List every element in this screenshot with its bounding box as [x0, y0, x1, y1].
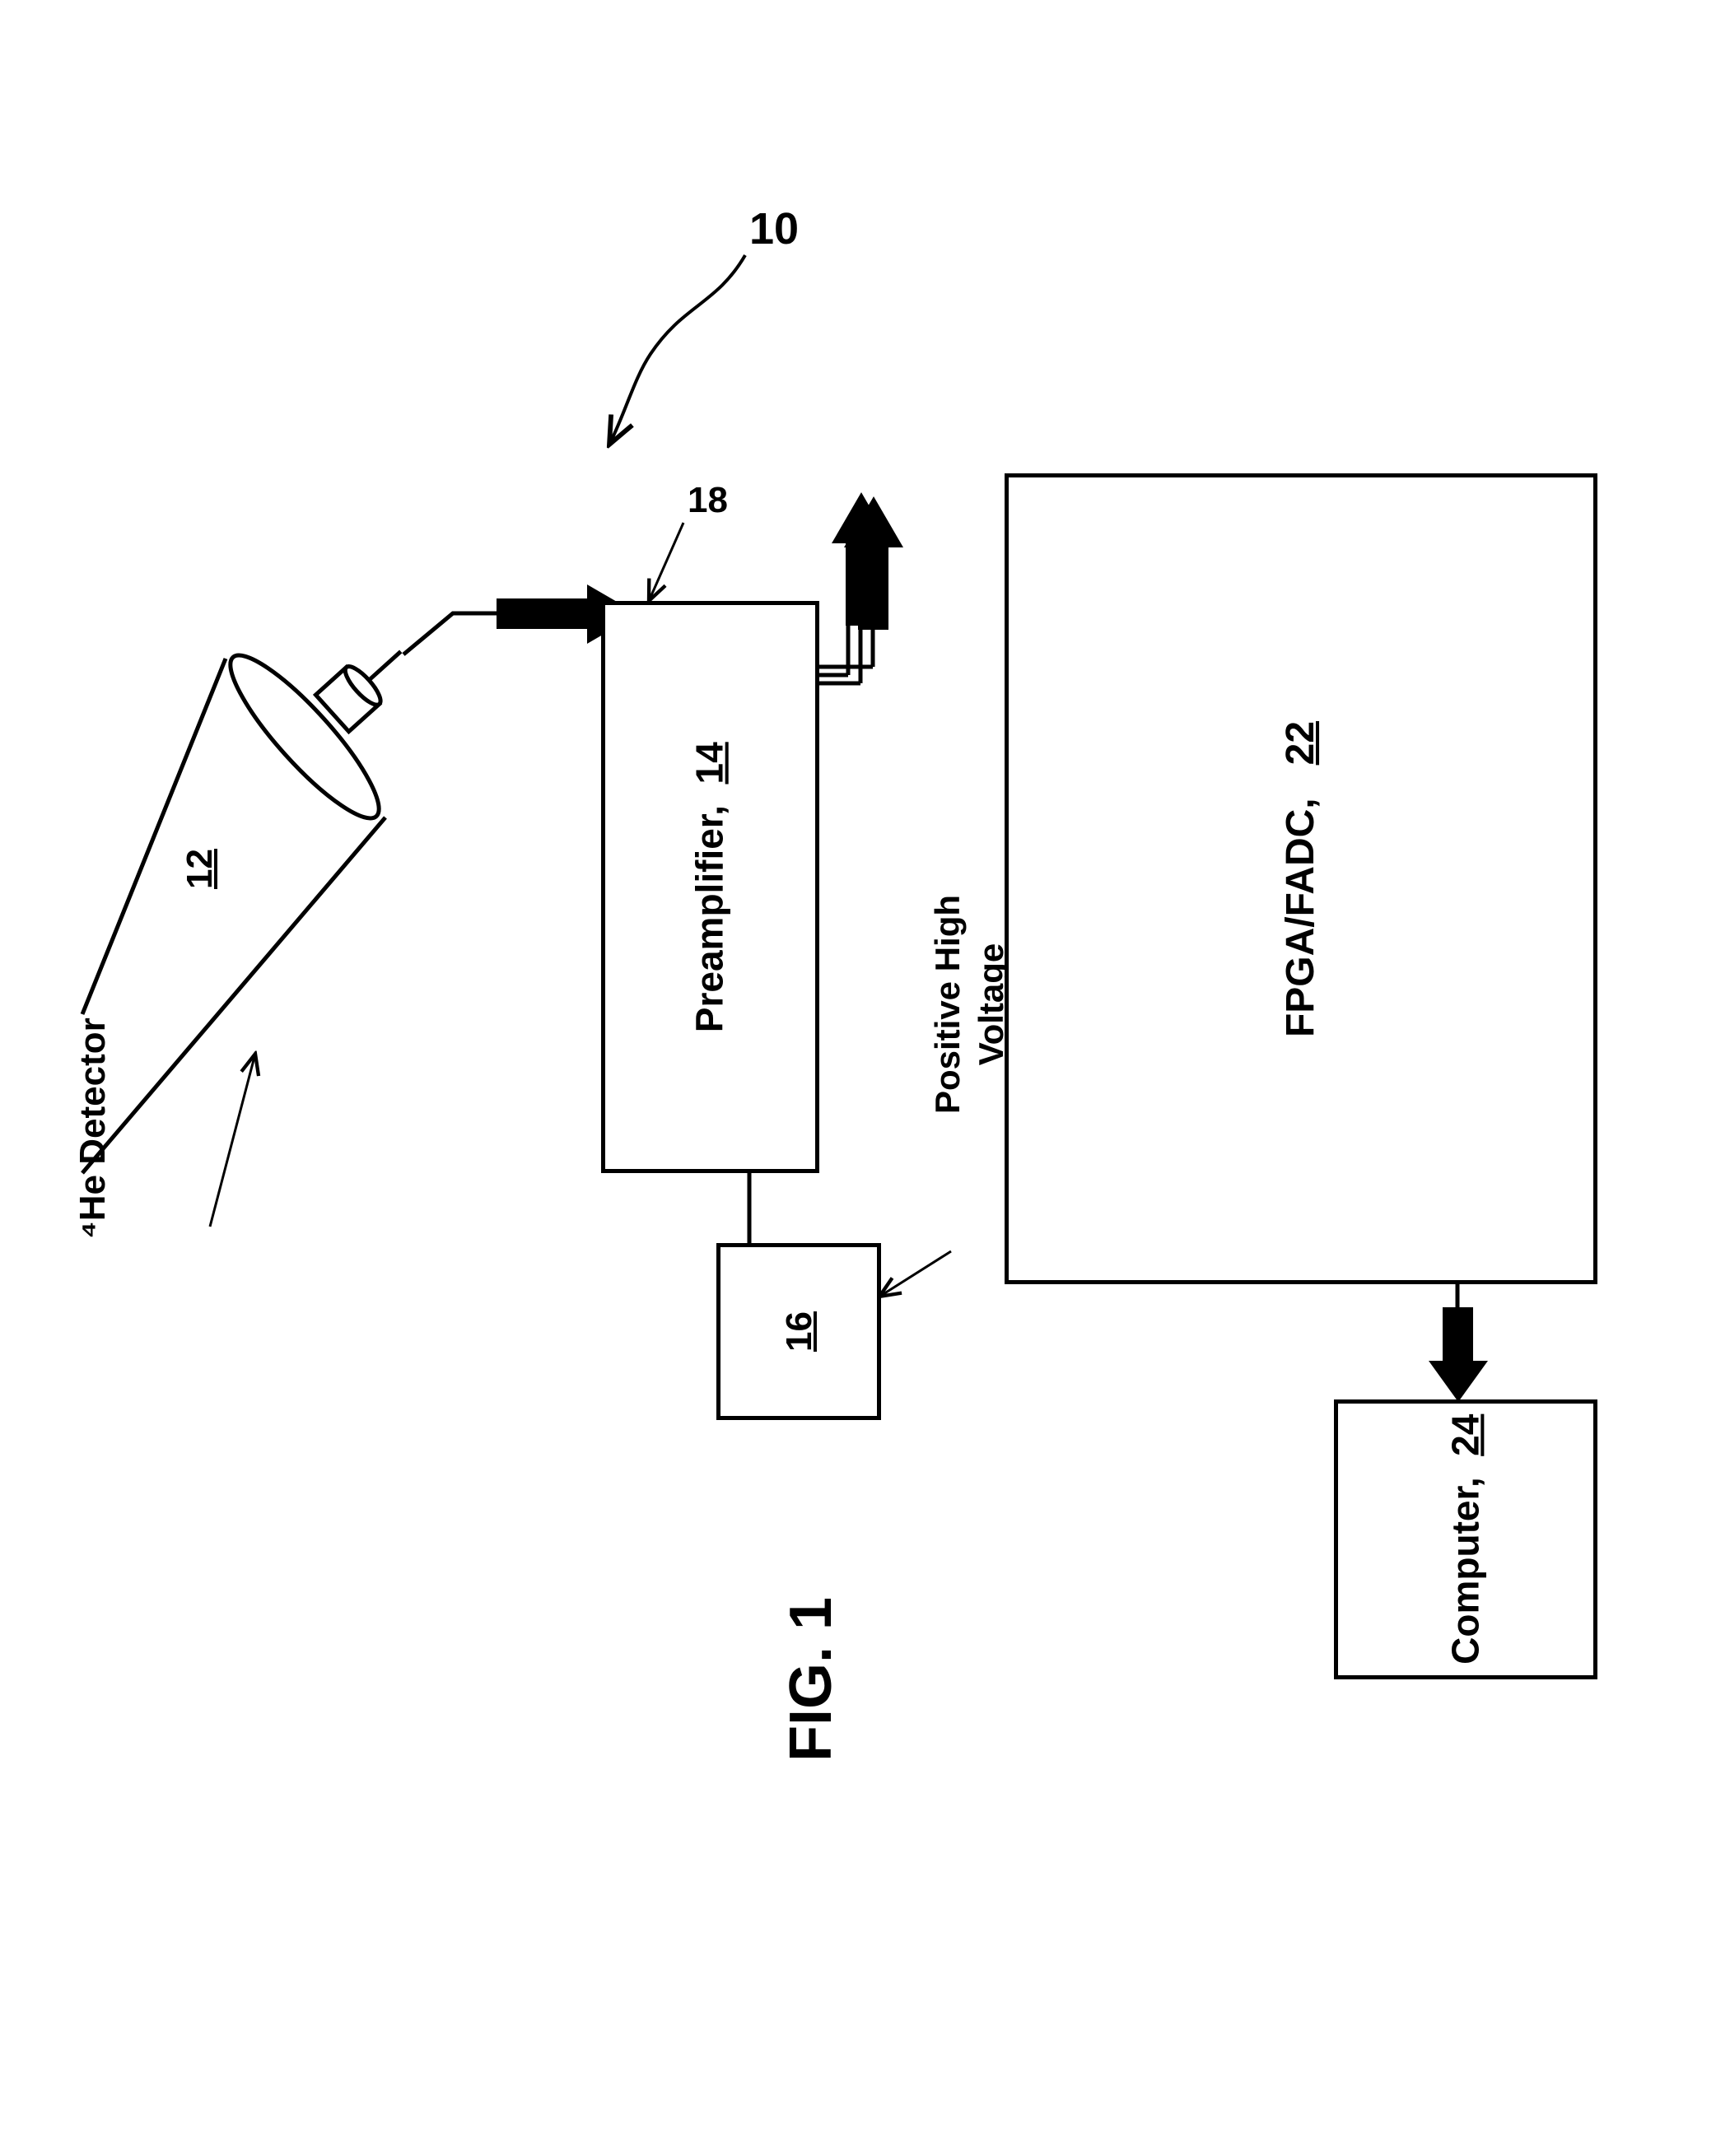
detector-num: 12: [177, 849, 222, 889]
preamp-box: Preamplifier, 14: [601, 601, 819, 1173]
detector-label: ⁴He Detector: [70, 1017, 115, 1239]
detector-label-leader: [210, 1054, 255, 1227]
coax-18: 18: [688, 477, 728, 523]
preamp-text: Preamplifier, 14: [687, 742, 734, 1032]
hv-annotation-leader: [879, 1251, 951, 1297]
figure-caption: FIG. 1: [774, 1597, 848, 1762]
fpga-to-computer-arrow: [1429, 1284, 1488, 1402]
diagram-canvas: 10 12 ⁴He Detector 18 Preamplifier, 14 1…: [0, 0, 1730, 2156]
ref-10-leader: [609, 255, 745, 445]
fpga-text: FPGA/FADC, 22: [1276, 720, 1326, 1036]
preamp-out-arrow: [819, 496, 903, 667]
hv-box: 16: [716, 1243, 881, 1420]
computer-box: Computer, 24: [1334, 1399, 1597, 1679]
detector-shape: [82, 633, 417, 1173]
hv-num: 16: [776, 1311, 821, 1352]
preamp-to-fpga: [819, 601, 848, 675]
computer-text: Computer, 24: [1442, 1414, 1490, 1665]
coax-18-leader: [649, 523, 683, 601]
ref-10: 10: [749, 202, 799, 258]
preamp-to-fpga-arrow: [819, 492, 1005, 683]
fpga-box: FPGA/FADC, 22: [1005, 473, 1597, 1284]
